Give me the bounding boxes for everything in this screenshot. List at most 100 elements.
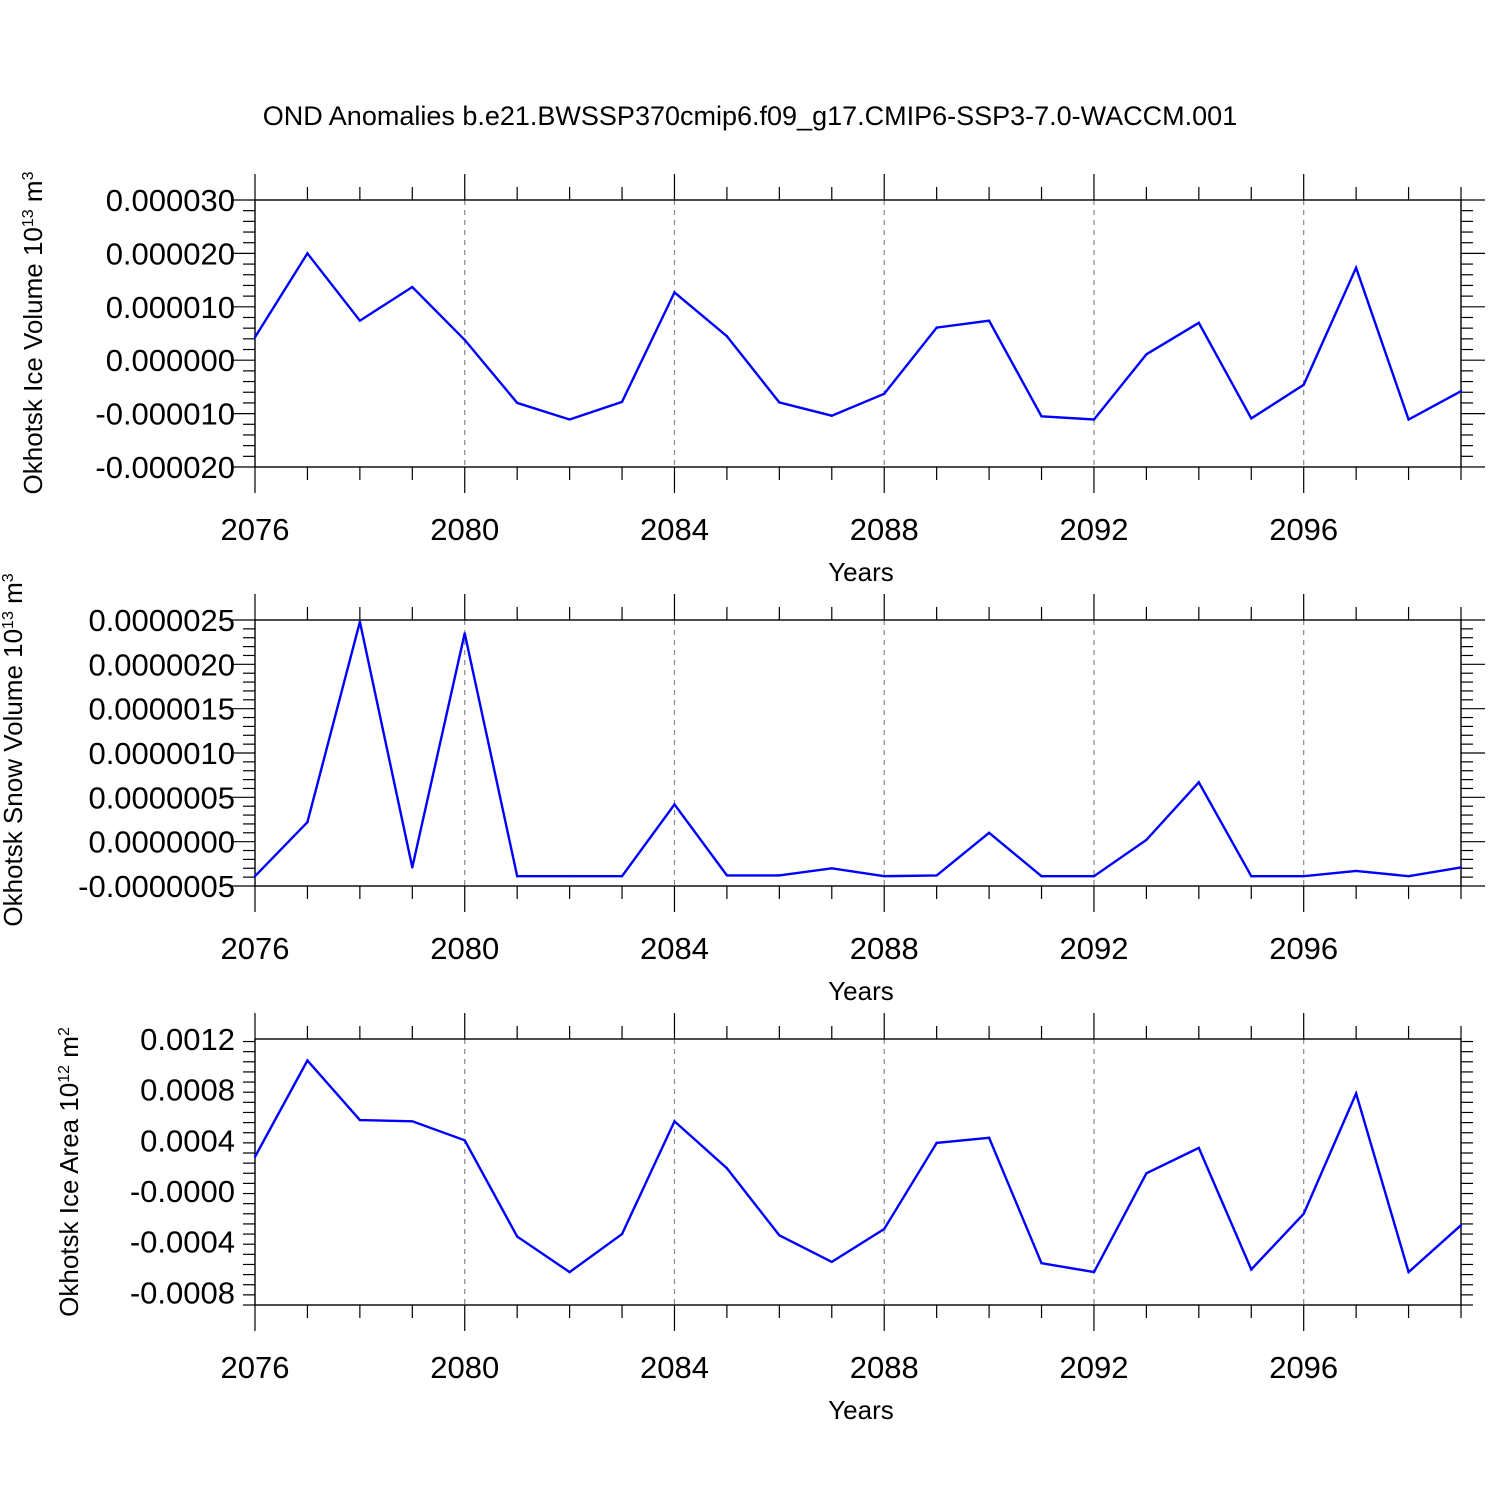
data-point xyxy=(725,874,729,877)
data-point xyxy=(568,418,571,421)
data-point xyxy=(1302,383,1305,386)
y-axis-label: Okhotsk Ice Volume 1013 m3 xyxy=(18,171,48,494)
data-point xyxy=(935,326,938,329)
data-point xyxy=(411,1120,414,1123)
y-tick-label: 0.0000000 xyxy=(88,825,235,860)
y-tick-label: 0.0000010 xyxy=(88,736,235,771)
data-point xyxy=(1092,1270,1096,1274)
data-point xyxy=(987,1136,991,1140)
x-tick-label: 2096 xyxy=(1269,1350,1338,1385)
data-point xyxy=(778,401,781,404)
data-point xyxy=(1040,875,1043,878)
plot-frame xyxy=(254,199,1462,468)
x-tick-label: 2092 xyxy=(1059,931,1128,966)
x-axis-label: Years xyxy=(828,557,894,587)
x-tick-label: 2096 xyxy=(1269,512,1338,547)
data-point xyxy=(1092,875,1096,878)
x-tick-label: 2096 xyxy=(1269,931,1338,966)
data-point xyxy=(620,1232,624,1236)
y-axis-label: Okhotsk Snow Volume 1013 m3 xyxy=(0,573,28,926)
data-point xyxy=(1092,418,1096,421)
data-point xyxy=(253,875,257,878)
y-tick-label: -0.0000005 xyxy=(78,869,235,904)
data-point xyxy=(673,1120,676,1123)
data-point xyxy=(1040,1262,1043,1265)
data-point xyxy=(463,338,466,342)
y-tick-label: 0.000020 xyxy=(106,236,235,271)
x-tick-label: 2084 xyxy=(640,931,709,966)
data-point xyxy=(515,1235,519,1238)
y-tick-label: 0.0000025 xyxy=(88,603,235,638)
data-point xyxy=(568,875,571,878)
chart-panel-3: 2076 2080 2084 2088 2092 2096 -0.0008 -0.0004 -0… xyxy=(54,1013,1473,1425)
data-point xyxy=(673,803,676,806)
data-point xyxy=(1302,875,1305,878)
data-point xyxy=(673,291,676,294)
x-tick-label: 2092 xyxy=(1059,512,1128,547)
x-tick-label: 2080 xyxy=(430,931,499,966)
series-line xyxy=(253,1058,1462,1275)
x-tick-label: 2084 xyxy=(640,1350,709,1385)
y-tick-label: -0.0008 xyxy=(130,1275,235,1310)
data-point xyxy=(515,875,519,878)
data-point xyxy=(358,1118,362,1122)
data-point xyxy=(987,319,991,322)
x-tick-label: 2088 xyxy=(850,1350,919,1385)
x-tick-label: 2076 xyxy=(221,512,290,547)
data-point xyxy=(1145,353,1148,356)
y-tick-label: 0.000000 xyxy=(106,343,235,378)
data-point xyxy=(1197,321,1201,325)
y-tick-label: 0.0000020 xyxy=(88,647,235,682)
data-point xyxy=(1459,389,1463,393)
data-point xyxy=(987,831,991,834)
x-tick-label: 2084 xyxy=(640,512,709,547)
x-axis-label: Years xyxy=(828,976,894,1006)
x-tick-label: 2080 xyxy=(430,1350,499,1385)
data-point xyxy=(778,1234,781,1237)
data-point xyxy=(253,1155,257,1159)
data-point xyxy=(1040,415,1043,418)
data-point xyxy=(253,336,257,339)
data-point xyxy=(463,632,466,635)
y-tick-label: -0.000010 xyxy=(95,397,235,432)
x-tick-label: 2088 xyxy=(850,931,919,966)
x-axis-label: Years xyxy=(828,1395,894,1425)
data-point xyxy=(1354,1092,1358,1095)
data-point xyxy=(411,285,414,289)
data-point xyxy=(778,874,781,877)
y-tick-label: 0.000030 xyxy=(106,183,235,218)
data-point xyxy=(1250,417,1253,420)
x-tick-label: 2076 xyxy=(221,1350,290,1385)
data-point xyxy=(1145,838,1148,842)
data-point xyxy=(358,319,362,322)
data-point xyxy=(568,1270,571,1274)
data-point xyxy=(725,334,729,338)
data-point xyxy=(725,1167,729,1170)
data-point xyxy=(830,1260,833,1264)
data-point xyxy=(883,1227,886,1231)
data-point xyxy=(1354,869,1358,873)
figure-title: OND Anomalies b.e21.BWSSP370cmip6.f09_g1… xyxy=(263,101,1237,131)
chart-panels: 2076 2080 2084 2088 2092 2096 -0.000020 -0.0000… xyxy=(0,171,1485,1425)
data-point xyxy=(1407,418,1410,421)
data-point xyxy=(463,1139,466,1142)
data-point xyxy=(358,620,362,623)
data-point xyxy=(883,392,886,396)
data-point xyxy=(620,400,624,404)
data-point xyxy=(306,820,309,824)
plot-frame xyxy=(254,619,1462,887)
y-tick-label: 0.000010 xyxy=(106,290,235,325)
y-tick-label: 0.0012 xyxy=(140,1022,235,1057)
data-point xyxy=(1197,781,1201,784)
y-axis-label: Okhotsk Ice Area 1012 m2 xyxy=(54,1027,84,1317)
x-tick-label: 2092 xyxy=(1059,1350,1128,1385)
data-point xyxy=(935,874,938,877)
data-point xyxy=(620,875,624,878)
y-tick-label: 0.0000005 xyxy=(88,780,235,815)
y-tick-label: -0.000020 xyxy=(95,450,235,485)
data-point xyxy=(411,866,414,869)
data-point xyxy=(830,414,833,417)
data-point xyxy=(883,875,886,878)
data-point xyxy=(1302,1212,1305,1216)
